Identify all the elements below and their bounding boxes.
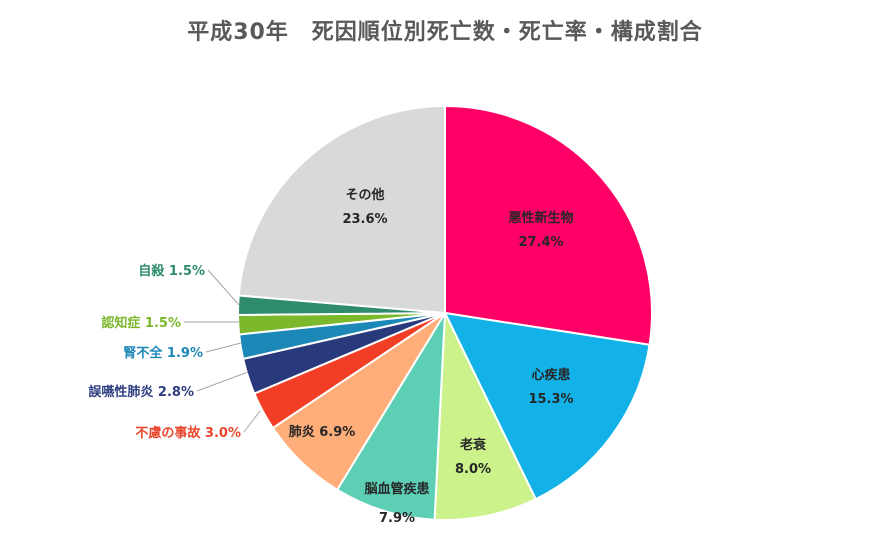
- slice-label: 誤嚥性肺炎 2.8%: [88, 384, 194, 400]
- slice-label: 認知症 1.5%: [101, 315, 181, 331]
- slice-value: 8.0%: [455, 462, 491, 477]
- leader-line: [207, 269, 240, 306]
- pie-slice: [237, 104, 446, 315]
- leader-line: [243, 410, 261, 433]
- leader-line: [205, 342, 242, 353]
- slice-label: 腎不全 1.9%: [123, 345, 203, 361]
- pie-slice: [433, 312, 537, 521]
- pie-slice: [335, 312, 446, 521]
- slice-label: 脳血管疾患: [364, 481, 429, 497]
- slice-value: 27.4%: [518, 235, 563, 250]
- slice-label: 肺炎 6.9%: [289, 424, 356, 440]
- leader-line: [196, 371, 249, 392]
- leader-lines: [184, 269, 261, 433]
- slice-label: 自殺 1.5%: [138, 263, 205, 279]
- chart-title: 平成30年 死因順位別死亡数・死亡率・構成割合: [187, 20, 703, 45]
- slice-label: その他: [345, 187, 384, 203]
- slice-value: 7.9%: [379, 511, 415, 526]
- pie-slices: [237, 104, 653, 521]
- pie-slice: [443, 311, 651, 501]
- slice-value: 15.3%: [528, 392, 573, 407]
- slice-label: 不慮の事故 3.0%: [135, 425, 241, 441]
- slice-label: 心疾患: [531, 367, 570, 383]
- pie-slice: [444, 104, 653, 346]
- slice-value: 23.6%: [342, 212, 387, 227]
- slice-labels: 悪性新生物 27.4% 心疾患 15.3% 老衰 8.0% 脳血管疾患 7.9% 肺炎 6.9%…: [88, 187, 573, 526]
- slice-label: 老衰: [459, 437, 487, 453]
- slice-label: 悪性新生物: [508, 210, 573, 226]
